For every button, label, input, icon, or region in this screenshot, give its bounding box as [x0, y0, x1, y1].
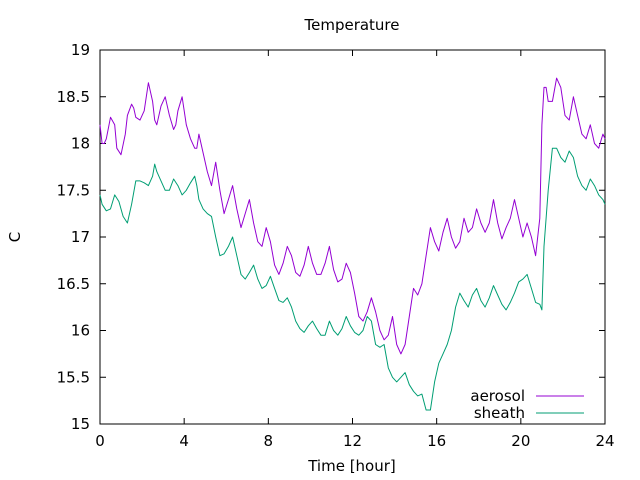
plot-area: 15 15.5 16 16.5 17 17.5 18 18.5 19 0 4 8 12 16 20 24	[57, 41, 615, 450]
y-tick-label: 17	[71, 228, 90, 246]
y-tick-label: 18.5	[57, 88, 90, 106]
y-tick-label: 15	[71, 415, 90, 433]
chart-title: Temperature	[303, 16, 399, 34]
legend-label-aerosol: aerosol	[470, 387, 525, 405]
x-tick-label: 24	[595, 432, 614, 450]
y-tick-label: 16.5	[57, 275, 90, 293]
x-axis-label: Time [hour]	[307, 457, 396, 475]
y-tick-label: 18	[71, 135, 90, 153]
x-tick-label: 4	[179, 432, 189, 450]
series-line-aerosol	[99, 77, 606, 355]
x-tick-label: 16	[427, 432, 446, 450]
x-tick-label: 8	[264, 432, 274, 450]
y-tick-label: 15.5	[57, 368, 90, 386]
x-axis: 0 4 8 12 16 20 24	[95, 50, 615, 450]
y-tick-label: 16	[71, 322, 90, 340]
y-axis-label: C	[6, 232, 24, 242]
y-tick-label: 19	[71, 41, 90, 59]
series-lines	[99, 77, 606, 411]
legend-label-sheath: sheath	[474, 404, 525, 422]
series-line-sheath	[99, 147, 606, 411]
x-tick-label: 0	[95, 432, 105, 450]
y-tick-label: 17.5	[57, 181, 90, 199]
x-tick-label: 20	[511, 432, 530, 450]
x-tick-label: 12	[343, 432, 362, 450]
y-axis: 15 15.5 16 16.5 17 17.5 18 18.5 19	[57, 41, 605, 433]
